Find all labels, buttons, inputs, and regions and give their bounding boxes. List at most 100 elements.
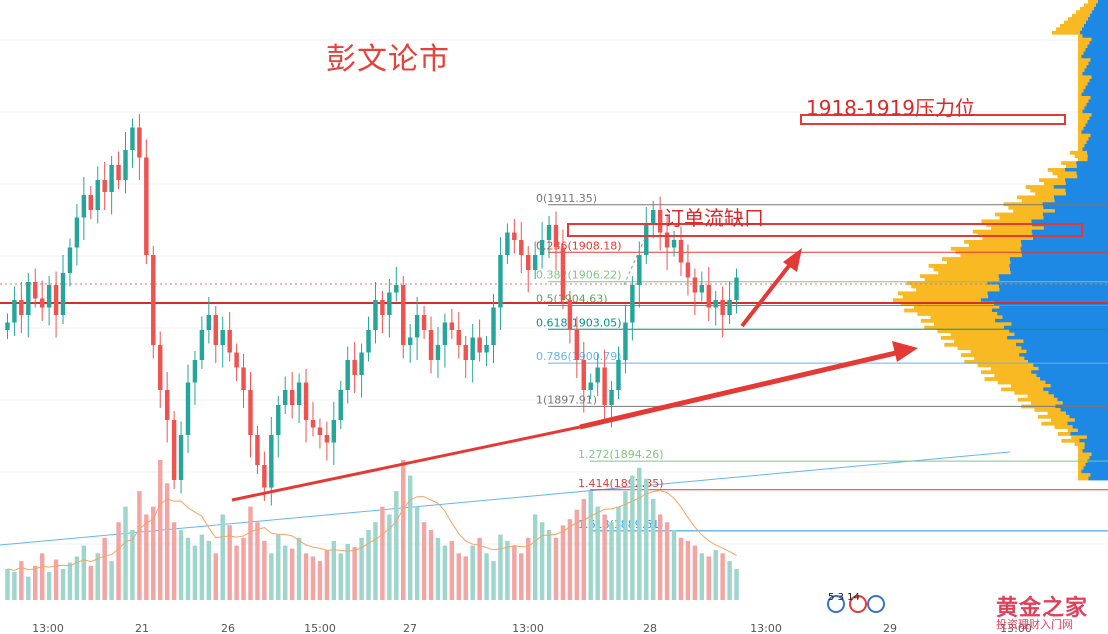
- time-axis-label: 13:00: [32, 622, 64, 634]
- volume-profile-bar-blue: [995, 318, 1108, 323]
- volume-profile-bar-gold: [982, 236, 1033, 241]
- volume-profile-bar-blue: [1091, 75, 1108, 80]
- volume-profile-bar-gold: [934, 322, 1012, 327]
- volume-profile-bar-blue: [1036, 373, 1108, 378]
- volume-profile-bar-gold: [1078, 82, 1088, 87]
- time-axis-label: 21: [135, 622, 149, 634]
- volume-profile-bar-blue: [1009, 257, 1108, 261]
- volume-bar: [164, 483, 170, 600]
- volume-profile-bar-blue: [1077, 428, 1108, 433]
- candle-body: [39, 298, 45, 308]
- candle-body: [505, 232, 510, 255]
- event-badge-b[interactable]: 3: [837, 592, 844, 603]
- volume-profile-bar-blue: [980, 298, 1108, 303]
- watermark-logo-sub: 投资理财入门网: [996, 618, 1073, 631]
- volume-profile-bar-blue: [1081, 130, 1108, 135]
- candle-body: [74, 217, 80, 248]
- volume-profile-bar-blue: [1094, 6, 1108, 11]
- volume-bar: [588, 491, 593, 600]
- volume-bar: [81, 545, 87, 600]
- volume-profile-bar-blue: [1021, 346, 1108, 351]
- volume-bar: [498, 534, 503, 600]
- volume-profile-bar-blue: [1085, 48, 1108, 52]
- volume-bar: [414, 506, 420, 600]
- volume-profile-bar-gold: [1021, 198, 1055, 203]
- volume-profile-bar-blue: [999, 277, 1108, 282]
- candle-body: [380, 300, 385, 315]
- candle-body: [289, 390, 295, 405]
- volume-profile-bar-blue: [1031, 370, 1108, 375]
- volume-bar: [553, 537, 559, 600]
- volume-profile-bar-blue: [1045, 380, 1108, 385]
- volume-profile-bar-blue: [1043, 205, 1108, 210]
- volume-profile-bar-gold: [1078, 106, 1085, 111]
- volume-profile-bar-gold: [1078, 37, 1092, 42]
- orderflow-gap-box: [567, 223, 1083, 237]
- candle-body: [331, 420, 337, 443]
- candle-body: [623, 322, 628, 360]
- volume-profile-bar-blue: [1076, 161, 1108, 165]
- arrow-shaft-up: [740, 260, 794, 328]
- resistance-annotation: 1918-1919压力位: [806, 96, 976, 120]
- volume-profile-bar-gold: [1078, 54, 1082, 59]
- volume-profile-bar-blue: [1007, 336, 1108, 340]
- volume-bar: [678, 537, 684, 600]
- candle-body: [81, 195, 87, 218]
- fib-level-label: 0.618(1903.05): [536, 316, 622, 329]
- volume-profile-bar-gold: [1088, 0, 1098, 4]
- candle-body: [442, 322, 448, 345]
- candle-body: [526, 255, 531, 270]
- candle-body: [581, 360, 586, 390]
- volume-bar: [269, 553, 274, 600]
- candle-body: [456, 330, 462, 345]
- volume-bar: [532, 514, 538, 600]
- volume-profile-bar-gold: [950, 246, 1021, 251]
- economic-events[interactable]: 5 3 14: [828, 592, 860, 603]
- volume-bar: [574, 509, 580, 600]
- volume-profile-bar-gold: [920, 274, 999, 279]
- candle-body: [303, 382, 309, 420]
- candle-body: [95, 180, 100, 210]
- volume-bar: [213, 553, 218, 600]
- time-axis-label: 27: [403, 622, 417, 634]
- candle-body: [144, 157, 149, 255]
- volume-profile-bar-gold: [1078, 469, 1082, 474]
- volume-profile-bar-gold: [1017, 195, 1054, 200]
- volume-profile-bar-blue: [1050, 384, 1108, 388]
- volume-bar: [178, 530, 184, 600]
- event-badge-a[interactable]: 5: [828, 592, 835, 603]
- volume-bar: [623, 491, 628, 600]
- time-axis-label: 13:00: [1000, 622, 1032, 634]
- volume-profile-bar-blue: [1082, 449, 1108, 453]
- volume-profile-bar-blue: [1085, 85, 1108, 90]
- volume-bar: [116, 522, 121, 600]
- candle-body: [19, 300, 24, 315]
- volume-profile-bar-gold: [1078, 92, 1082, 97]
- fib-level-label: 1.272(1894.26): [578, 448, 664, 461]
- volume-bar: [435, 537, 441, 600]
- candle-body: [5, 322, 10, 330]
- volume-bar: [657, 514, 663, 600]
- volume-profile-bar-gold: [1078, 456, 1090, 460]
- volume-profile-bar-gold: [1017, 397, 1058, 402]
- volume-profile-bar-gold: [999, 216, 1044, 220]
- event-badge-c[interactable]: 14: [847, 592, 860, 603]
- volume-profile-bar-blue: [1083, 466, 1108, 471]
- volume-bar: [685, 540, 691, 600]
- candle-body: [192, 360, 198, 383]
- candle-body: [178, 435, 184, 480]
- volume-bar: [317, 561, 323, 600]
- candle-body: [484, 345, 489, 353]
- volume-profile-bar-gold: [1078, 68, 1085, 73]
- volume-profile-bar-blue: [1072, 425, 1108, 429]
- volume-profile-bar-blue: [1084, 106, 1108, 111]
- volume-profile-bar-blue: [1067, 421, 1108, 426]
- volume-profile-bar-gold: [950, 332, 1015, 337]
- candle-body: [428, 330, 434, 360]
- volume-profile-bar-gold: [933, 267, 1011, 272]
- candle-body: [602, 367, 607, 405]
- volume-profile-bar-blue: [1048, 390, 1108, 395]
- candle-body: [609, 390, 614, 405]
- candle-body: [491, 307, 496, 345]
- candle-body: [199, 330, 205, 360]
